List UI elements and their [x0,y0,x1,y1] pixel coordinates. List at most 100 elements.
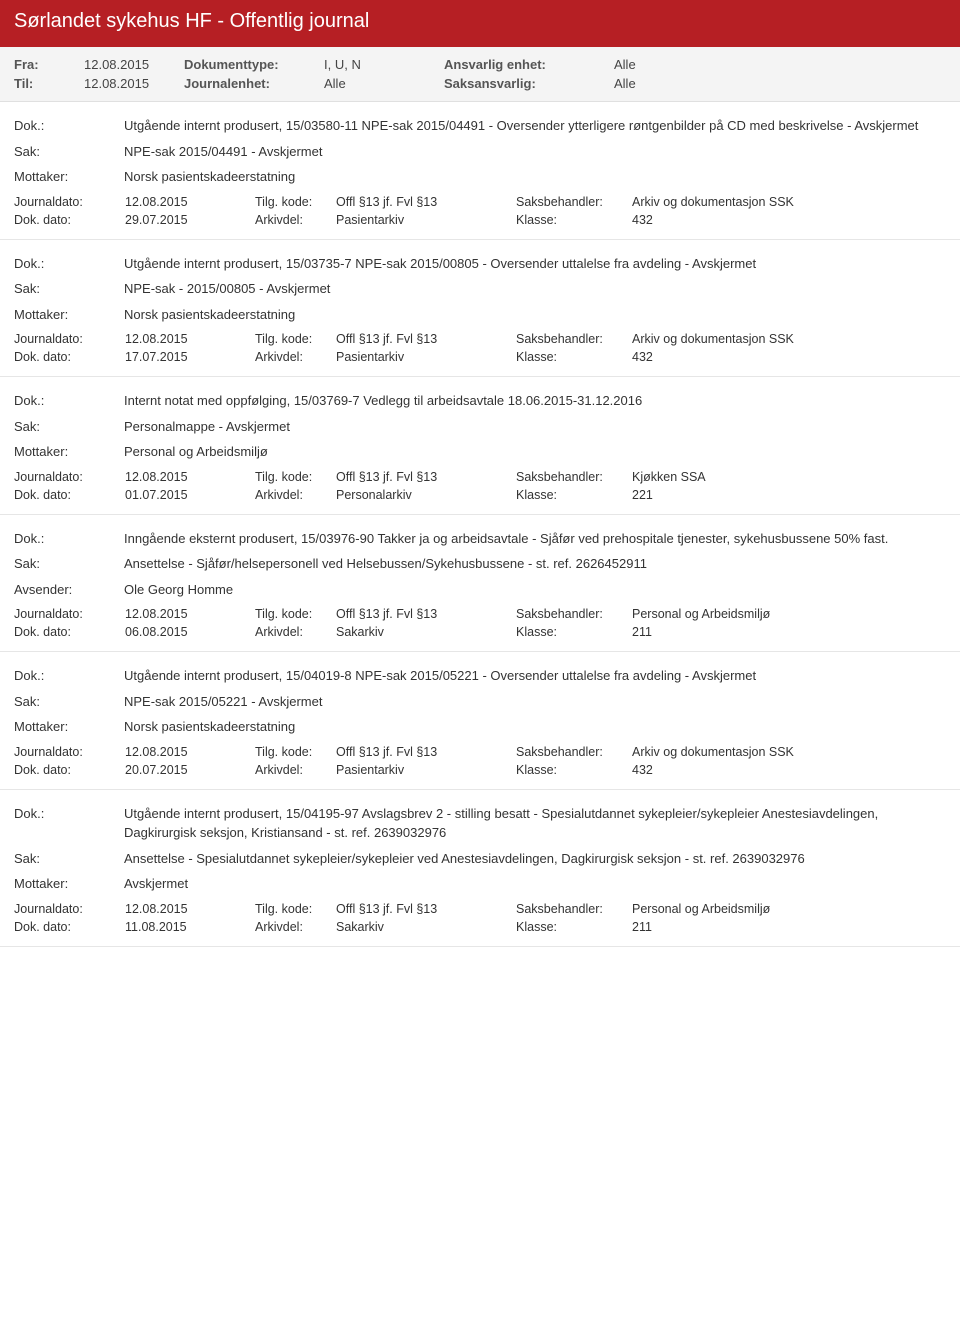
tilgkode-value: Offl §13 jf. Fvl §13 [336,745,486,759]
party-label: Mottaker: [14,442,124,462]
tilgkode-label: Tilg. kode: [255,332,330,346]
tilgkode-value: Offl §13 jf. Fvl §13 [336,607,486,621]
klasse-value: 432 [632,763,653,777]
party-value: Avskjermet [124,874,946,894]
saksbehandler-label: Saksbehandler: [516,902,626,916]
klasse-value: 432 [632,213,653,227]
sak-value: Personalmappe - Avskjermet [124,417,946,437]
journaldato-value: 12.08.2015 [125,745,225,759]
tilgkode-label: Tilg. kode: [255,195,330,209]
dokdato-label: Dok. dato: [14,763,119,777]
klasse-value: 211 [632,625,652,639]
sak-label: Sak: [14,279,124,299]
details-row-2: Dok. dato: 29.07.2015 Arkivdel: Pasienta… [14,213,946,227]
arkivdel-label: Arkivdel: [255,350,330,364]
saksbehandler-value: Arkiv og dokumentasjon SSK [632,745,794,759]
sak-label: Sak: [14,849,124,869]
saksbehandler-value: Arkiv og dokumentasjon SSK [632,332,794,346]
dok-label: Dok.: [14,529,124,549]
saksbehandler-label: Saksbehandler: [516,332,626,346]
journal-entry: Dok.: Inngående eksternt produsert, 15/0… [0,515,960,653]
sak-label: Sak: [14,142,124,162]
journaldato-value: 12.08.2015 [125,902,225,916]
details-row-2: Dok. dato: 17.07.2015 Arkivdel: Pasienta… [14,350,946,364]
arkivdel-label: Arkivdel: [255,920,330,934]
saksansvarlig-label: Saksansvarlig: [444,76,614,91]
sak-row: Sak: NPE-sak - 2015/00805 - Avskjermet [14,279,946,299]
klasse-label: Klasse: [516,625,626,639]
journalenhet-value: Alle [324,76,444,91]
arkivdel-label: Arkivdel: [255,213,330,227]
party-row: Mottaker: Norsk pasientskadeerstatning [14,305,946,325]
party-value: Norsk pasientskadeerstatning [124,305,946,325]
arkivdel-value: Pasientarkiv [336,213,486,227]
details-row-1: Journaldato: 12.08.2015 Tilg. kode: Offl… [14,902,946,916]
tilgkode-value: Offl §13 jf. Fvl §13 [336,332,486,346]
page: Sørlandet sykehus HF - Offentlig journal… [0,0,960,947]
journaldato-value: 12.08.2015 [125,607,225,621]
dokdato-value: 17.07.2015 [125,350,225,364]
entries-container: Dok.: Utgående internt produsert, 15/035… [0,102,960,947]
dok-value: Utgående internt produsert, 15/03735-7 N… [124,254,946,274]
party-row: Mottaker: Norsk pasientskadeerstatning [14,717,946,737]
party-row: Mottaker: Personal og Arbeidsmiljø [14,442,946,462]
fra-label: Fra: [14,57,84,72]
journal-entry: Dok.: Utgående internt produsert, 15/035… [0,102,960,240]
dokdato-value: 11.08.2015 [125,920,225,934]
journal-entry: Dok.: Internt notat med oppfølging, 15/0… [0,377,960,515]
party-label: Mottaker: [14,305,124,325]
dok-row: Dok.: Inngående eksternt produsert, 15/0… [14,529,946,549]
ansvarlig-label: Ansvarlig enhet: [444,57,614,72]
details-row-1: Journaldato: 12.08.2015 Tilg. kode: Offl… [14,607,946,621]
sak-row: Sak: Ansettelse - Sjåfør/helsepersonell … [14,554,946,574]
party-value: Ole Georg Homme [124,580,946,600]
dok-row: Dok.: Utgående internt produsert, 15/040… [14,666,946,686]
dok-row: Dok.: Utgående internt produsert, 15/041… [14,804,946,843]
journaldato-label: Journaldato: [14,332,119,346]
saksbehandler-label: Saksbehandler: [516,607,626,621]
meta-row-2: Til: 12.08.2015 Journalenhet: Alle Saksa… [14,76,946,91]
meta-bar: Fra: 12.08.2015 Dokumenttype: I, U, N An… [0,47,960,102]
sak-row: Sak: Personalmappe - Avskjermet [14,417,946,437]
tilgkode-label: Tilg. kode: [255,902,330,916]
party-row: Avsender: Ole Georg Homme [14,580,946,600]
sak-value: Ansettelse - Sjåfør/helsepersonell ved H… [124,554,946,574]
til-label: Til: [14,76,84,91]
dok-value: Utgående internt produsert, 15/04019-8 N… [124,666,946,686]
dok-label: Dok.: [14,804,124,843]
saksansvarlig-value: Alle [614,76,636,91]
dok-value: Inngående eksternt produsert, 15/03976-9… [124,529,946,549]
meta-row-1: Fra: 12.08.2015 Dokumenttype: I, U, N An… [14,57,946,72]
journaldato-label: Journaldato: [14,902,119,916]
dokdato-label: Dok. dato: [14,488,119,502]
sak-value: NPE-sak 2015/04491 - Avskjermet [124,142,946,162]
klasse-label: Klasse: [516,763,626,777]
dokdato-label: Dok. dato: [14,350,119,364]
dokdato-value: 29.07.2015 [125,213,225,227]
party-value: Norsk pasientskadeerstatning [124,717,946,737]
journal-entry: Dok.: Utgående internt produsert, 15/041… [0,790,960,947]
sak-value: NPE-sak - 2015/00805 - Avskjermet [124,279,946,299]
journaldato-label: Journaldato: [14,607,119,621]
saksbehandler-value: Arkiv og dokumentasjon SSK [632,195,794,209]
journaldato-label: Journaldato: [14,195,119,209]
arkivdel-value: Sakarkiv [336,920,486,934]
arkivdel-label: Arkivdel: [255,625,330,639]
klasse-label: Klasse: [516,920,626,934]
journalenhet-label: Journalenhet: [184,76,324,91]
tilgkode-value: Offl §13 jf. Fvl §13 [336,902,486,916]
journaldato-label: Journaldato: [14,745,119,759]
dokdato-value: 06.08.2015 [125,625,225,639]
til-value: 12.08.2015 [84,76,184,91]
klasse-label: Klasse: [516,213,626,227]
arkivdel-value: Sakarkiv [336,625,486,639]
party-row: Mottaker: Avskjermet [14,874,946,894]
saksbehandler-value: Personal og Arbeidsmiljø [632,607,770,621]
dokdato-label: Dok. dato: [14,625,119,639]
dok-label: Dok.: [14,391,124,411]
party-label: Avsender: [14,580,124,600]
dokdato-label: Dok. dato: [14,213,119,227]
dokdato-value: 20.07.2015 [125,763,225,777]
details-row-1: Journaldato: 12.08.2015 Tilg. kode: Offl… [14,332,946,346]
journaldato-label: Journaldato: [14,470,119,484]
